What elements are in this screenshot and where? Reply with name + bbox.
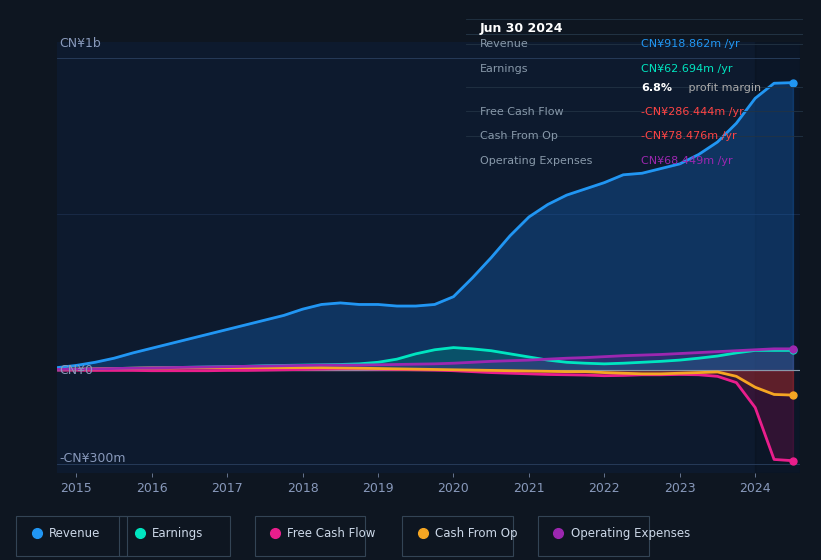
Text: CN¥918.862m /yr: CN¥918.862m /yr bbox=[641, 39, 740, 49]
Text: Cash From Op: Cash From Op bbox=[479, 131, 557, 141]
Text: Earnings: Earnings bbox=[152, 526, 204, 540]
Text: profit margin: profit margin bbox=[686, 83, 761, 94]
Text: Jun 30 2024: Jun 30 2024 bbox=[479, 22, 563, 35]
Text: Earnings: Earnings bbox=[479, 64, 528, 73]
Text: Free Cash Flow: Free Cash Flow bbox=[479, 106, 563, 116]
Text: CN¥0: CN¥0 bbox=[59, 363, 93, 376]
Text: 6.8%: 6.8% bbox=[641, 83, 672, 94]
Text: Free Cash Flow: Free Cash Flow bbox=[287, 526, 376, 540]
Text: Operating Expenses: Operating Expenses bbox=[479, 156, 592, 166]
Text: -CN¥300m: -CN¥300m bbox=[59, 452, 126, 465]
Bar bbox=[755, 42, 800, 473]
Text: Revenue: Revenue bbox=[479, 39, 529, 49]
Text: CN¥68.449m /yr: CN¥68.449m /yr bbox=[641, 156, 733, 166]
Text: Revenue: Revenue bbox=[49, 526, 101, 540]
Text: CN¥1b: CN¥1b bbox=[59, 37, 101, 50]
Text: -CN¥78.476m /yr: -CN¥78.476m /yr bbox=[641, 131, 737, 141]
Text: Cash From Op: Cash From Op bbox=[435, 526, 517, 540]
Text: CN¥62.694m /yr: CN¥62.694m /yr bbox=[641, 64, 733, 73]
Text: Operating Expenses: Operating Expenses bbox=[571, 526, 690, 540]
Text: -CN¥286.444m /yr: -CN¥286.444m /yr bbox=[641, 106, 744, 116]
